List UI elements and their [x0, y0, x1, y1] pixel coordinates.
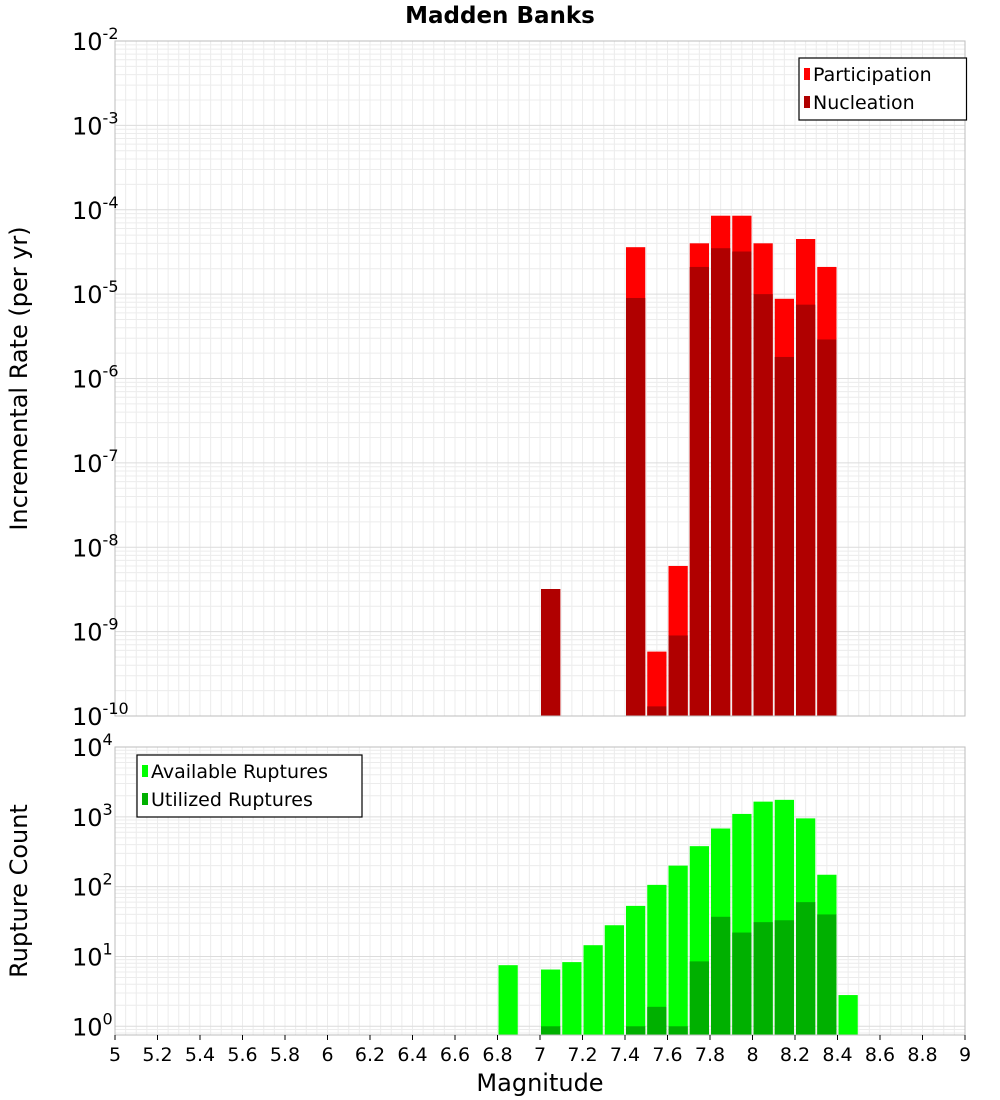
bar-utilized-ruptures	[541, 1026, 561, 1035]
bar-utilized-ruptures	[626, 1026, 646, 1035]
bar-available-ruptures	[583, 945, 603, 1035]
bar-nucleation	[626, 297, 646, 716]
bar-nucleation	[732, 251, 752, 716]
bar-utilized-ruptures	[796, 902, 816, 1035]
legend-swatch	[804, 68, 810, 80]
x-tick-label: 7.4	[610, 1044, 640, 1066]
legend-label: Nucleation	[813, 92, 915, 114]
bar-available-ruptures	[541, 969, 561, 1035]
y-tick-labels: 10-10 10-9 10-8 10-7 10-6 10-5 10-4 10-3 10-2	[72, 24, 129, 731]
bar-nucleation	[541, 589, 561, 716]
y-axis-label: Incremental Rate (per yr)	[5, 226, 33, 530]
x-tick-label: 8.4	[822, 1044, 852, 1066]
bar-available-ruptures	[498, 965, 518, 1035]
bar-utilized-ruptures	[732, 932, 752, 1035]
x-tick-label: 7.6	[652, 1044, 682, 1066]
legend-label: Participation	[813, 64, 932, 86]
y-tick-label: 10-7	[72, 446, 119, 478]
chart-panel-1: 10-10 10-9 10-8 10-7 10-6 10-5 10-4 10-3 10-2 Inc…	[5, 3, 968, 731]
bar-utilized-ruptures	[689, 961, 709, 1035]
bar-utilized-ruptures	[774, 920, 794, 1035]
y-tick-label: 10-9	[72, 615, 119, 647]
y-tick-label: 100	[72, 1009, 113, 1041]
bar-utilized-ruptures	[711, 916, 731, 1035]
y-tick-label: 10-8	[72, 530, 119, 562]
x-tick-label: 6.8	[482, 1044, 512, 1066]
y-tick-label: 10-4	[72, 193, 119, 225]
bar-nucleation	[689, 266, 709, 716]
x-tick-label: 8.8	[907, 1044, 937, 1066]
y-tick-label: 10-5	[72, 277, 119, 309]
grid	[114, 40, 966, 717]
legend-swatch	[142, 793, 148, 805]
x-tick-label: 8.2	[780, 1044, 810, 1066]
bar-nucleation	[774, 356, 794, 716]
x-tick-label: 6.6	[440, 1044, 470, 1066]
x-tick-label: 5.2	[142, 1044, 172, 1066]
y-tick-label: 103	[72, 800, 113, 832]
bar-utilized-ruptures	[668, 1026, 688, 1035]
bar-available-ruptures	[838, 995, 858, 1035]
y-tick-label: 102	[72, 870, 113, 902]
plot-border	[114, 40, 966, 717]
bar-nucleation	[796, 304, 816, 716]
legend: Available Ruptures Utilized Ruptures	[136, 754, 363, 818]
bar-available-ruptures	[668, 865, 688, 1035]
bars	[498, 799, 858, 1035]
y-axis-label: Rupture Count	[5, 804, 33, 978]
bars	[541, 215, 837, 717]
legend-label: Available Ruptures	[151, 761, 328, 783]
x-tick-label: 6	[321, 1044, 333, 1066]
legend-swatch	[804, 96, 810, 108]
x-tick-labels: 5 5.2 5.4 5.6 5.8 6 6.2 6.4 6.6 6.8 7 7.2 7.4 7.6 7.8 8…	[109, 1035, 971, 1066]
legend: Participation Nucleation	[798, 57, 968, 121]
bar-available-ruptures	[647, 884, 667, 1035]
bar-available-ruptures	[626, 905, 646, 1035]
x-tick-label: 5	[109, 1044, 121, 1066]
y-tick-labels: 100 101 102 103 104	[72, 730, 113, 1041]
legend-box	[136, 754, 363, 818]
x-tick-label: 5.6	[227, 1044, 257, 1066]
y-tick-label: 104	[72, 730, 113, 762]
bar-available-ruptures	[562, 962, 582, 1035]
y-tick-label: 10-10	[72, 699, 129, 731]
legend-label: Utilized Ruptures	[151, 789, 313, 811]
legend-swatch	[142, 765, 148, 777]
x-tick-label: 8	[746, 1044, 758, 1066]
x-axis-label: Magnitude	[476, 1069, 603, 1097]
x-tick-label: 9	[959, 1044, 971, 1066]
bar-nucleation	[711, 248, 731, 717]
x-tick-label: 6.2	[355, 1044, 385, 1066]
y-tick-label: 10-6	[72, 362, 119, 394]
bar-utilized-ruptures	[647, 1006, 667, 1035]
legend-box	[798, 57, 968, 121]
x-tick-label: 5.8	[270, 1044, 300, 1066]
x-tick-label: 6.4	[397, 1044, 427, 1066]
x-tick-label: 7.2	[567, 1044, 597, 1066]
bar-utilized-ruptures	[753, 922, 773, 1035]
bar-nucleation	[817, 339, 837, 716]
y-tick-label: 10-2	[72, 24, 119, 56]
x-tick-label: 5.4	[185, 1044, 215, 1066]
bar-utilized-ruptures	[817, 914, 837, 1035]
chart-title: Madden Banks	[405, 3, 595, 29]
bar-nucleation	[753, 294, 773, 716]
x-tick-label: 7.8	[695, 1044, 725, 1066]
chart-panel-2: 100 101 102 103 104 Rupture Count 5 5.2 5.4 5.6 5.…	[5, 730, 971, 1097]
bar-nucleation	[647, 706, 667, 716]
bar-nucleation	[668, 635, 688, 716]
y-tick-label: 10-3	[72, 108, 119, 140]
bar-available-ruptures	[604, 925, 624, 1035]
bar-participation	[647, 651, 667, 716]
y-tick-label: 101	[72, 939, 113, 971]
x-tick-label: 7	[534, 1044, 546, 1066]
x-tick-label: 8.6	[865, 1044, 895, 1066]
